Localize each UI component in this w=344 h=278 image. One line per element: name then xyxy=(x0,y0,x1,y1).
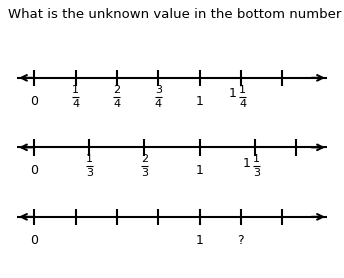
Text: 1: 1 xyxy=(239,85,246,95)
Text: 2: 2 xyxy=(114,85,120,95)
Text: 4: 4 xyxy=(155,98,162,108)
Text: 2: 2 xyxy=(141,154,148,164)
Text: 1: 1 xyxy=(243,157,250,170)
Text: 3: 3 xyxy=(155,85,162,95)
Text: 1: 1 xyxy=(196,95,203,108)
Text: 1: 1 xyxy=(196,234,203,247)
Text: 0: 0 xyxy=(30,95,39,108)
Text: ?: ? xyxy=(237,234,244,247)
Text: 3: 3 xyxy=(141,168,148,178)
Text: 1: 1 xyxy=(229,87,237,100)
Text: 1: 1 xyxy=(196,164,203,177)
Text: 3: 3 xyxy=(253,168,260,178)
Text: 4: 4 xyxy=(114,98,120,108)
Text: 4: 4 xyxy=(72,98,79,108)
Text: 1: 1 xyxy=(253,154,260,164)
Text: 1: 1 xyxy=(86,154,93,164)
Text: 3: 3 xyxy=(86,168,93,178)
Text: What is the unknown value in the bottom number line?: What is the unknown value in the bottom … xyxy=(8,8,344,21)
Text: 1: 1 xyxy=(72,85,79,95)
Text: 0: 0 xyxy=(30,164,39,177)
Text: 4: 4 xyxy=(239,98,246,108)
Text: 0: 0 xyxy=(30,234,39,247)
